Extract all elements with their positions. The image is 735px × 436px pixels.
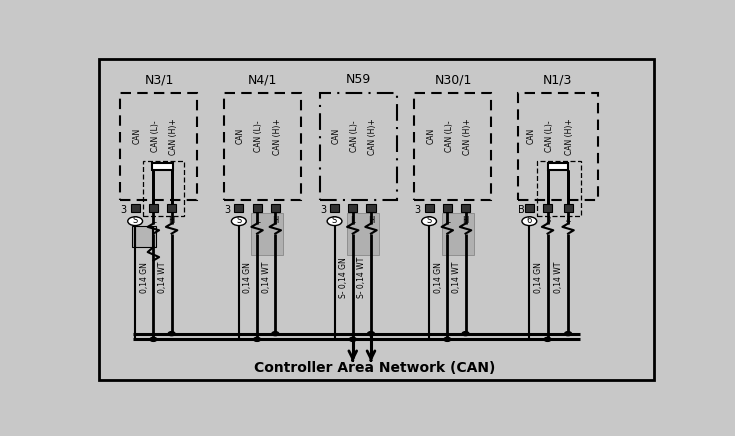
- Text: 0,14 WT: 0,14 WT: [452, 262, 461, 293]
- Text: N30/1: N30/1: [434, 73, 472, 86]
- Text: 0,14 GN: 0,14 GN: [140, 262, 148, 293]
- Circle shape: [349, 337, 356, 341]
- Bar: [251, 214, 283, 255]
- Text: CAN (L)-: CAN (L)-: [545, 120, 553, 152]
- Text: 4: 4: [565, 216, 570, 225]
- Text: CAN (H)+: CAN (H)+: [273, 118, 282, 155]
- Text: S: S: [236, 216, 242, 225]
- Text: Controller Area Network (CAN): Controller Area Network (CAN): [254, 361, 495, 375]
- Bar: [347, 214, 379, 255]
- Bar: [415, 92, 491, 200]
- Text: CAN (H)+: CAN (H)+: [463, 118, 472, 155]
- Circle shape: [128, 217, 143, 225]
- Circle shape: [368, 332, 374, 336]
- Text: S: S: [426, 216, 431, 225]
- Bar: [548, 163, 568, 170]
- Circle shape: [462, 332, 469, 336]
- Text: L: L: [445, 216, 450, 225]
- Text: S: S: [132, 216, 137, 225]
- Bar: [121, 92, 197, 200]
- Circle shape: [254, 337, 260, 341]
- Bar: [143, 161, 184, 216]
- Bar: [131, 204, 140, 212]
- Text: 0,14 WT: 0,14 WT: [554, 262, 564, 293]
- Circle shape: [444, 337, 451, 341]
- Text: L: L: [151, 216, 156, 225]
- Circle shape: [422, 217, 437, 225]
- Text: N3/1: N3/1: [144, 73, 173, 86]
- Bar: [132, 225, 157, 247]
- Text: 0,14 GN: 0,14 GN: [243, 262, 252, 293]
- Text: CAN (L)-: CAN (L)-: [350, 120, 359, 152]
- Text: 0,14 GN: 0,14 GN: [434, 262, 442, 293]
- Text: H: H: [462, 216, 469, 225]
- Text: S- 0,14 GN: S- 0,14 GN: [339, 257, 348, 298]
- Text: 0,14 WT: 0,14 WT: [262, 262, 270, 293]
- Text: N4/1: N4/1: [248, 73, 277, 86]
- Text: CAN: CAN: [236, 128, 245, 144]
- Circle shape: [150, 337, 157, 341]
- Text: 0,14 WT: 0,14 WT: [158, 262, 167, 293]
- Bar: [330, 204, 339, 212]
- Circle shape: [522, 217, 537, 225]
- Text: 6: 6: [527, 216, 532, 225]
- Bar: [234, 204, 243, 212]
- Text: CAN (H)+: CAN (H)+: [368, 118, 377, 155]
- Circle shape: [272, 332, 279, 336]
- Bar: [348, 204, 357, 212]
- Bar: [167, 204, 176, 212]
- Bar: [152, 163, 173, 170]
- Text: 3: 3: [415, 205, 420, 215]
- Bar: [320, 92, 397, 200]
- Bar: [518, 92, 598, 200]
- Text: N1/3: N1/3: [543, 73, 573, 86]
- Bar: [543, 204, 552, 212]
- Text: 3: 3: [224, 205, 231, 215]
- Text: CAN (H)+: CAN (H)+: [169, 118, 178, 155]
- Text: B: B: [518, 205, 525, 215]
- Circle shape: [232, 217, 246, 225]
- Text: L: L: [351, 216, 355, 225]
- Bar: [253, 204, 262, 212]
- Text: CAN (L)-: CAN (L)-: [254, 120, 263, 152]
- Text: 3: 3: [545, 216, 551, 225]
- Bar: [148, 204, 158, 212]
- Bar: [425, 204, 434, 212]
- Bar: [461, 204, 470, 212]
- Text: CAN: CAN: [331, 128, 341, 144]
- Text: CAN (L)-: CAN (L)-: [445, 120, 453, 152]
- Text: N59: N59: [346, 73, 371, 86]
- Text: CAN: CAN: [132, 128, 141, 144]
- Circle shape: [327, 217, 342, 225]
- Bar: [525, 204, 534, 212]
- Text: S: S: [332, 216, 337, 225]
- Bar: [224, 92, 301, 200]
- Text: CAN: CAN: [426, 128, 435, 144]
- Text: CAN (H)+: CAN (H)+: [565, 118, 574, 155]
- Circle shape: [564, 332, 572, 336]
- Text: H: H: [168, 216, 175, 225]
- Bar: [442, 204, 452, 212]
- Bar: [367, 204, 376, 212]
- Text: S- 0,14 WT: S- 0,14 WT: [357, 257, 366, 298]
- Text: 0,14 GN: 0,14 GN: [534, 262, 543, 293]
- Text: L: L: [255, 216, 259, 225]
- Text: H: H: [272, 216, 279, 225]
- Circle shape: [168, 332, 175, 336]
- Bar: [270, 204, 280, 212]
- Bar: [564, 204, 573, 212]
- Text: 3: 3: [320, 205, 326, 215]
- Text: 3: 3: [121, 205, 127, 215]
- Text: CAN: CAN: [526, 128, 536, 144]
- Bar: [537, 161, 581, 216]
- Text: CAN (L)-: CAN (L)-: [151, 120, 159, 152]
- Bar: [442, 214, 473, 255]
- Circle shape: [544, 337, 551, 341]
- Text: H: H: [368, 216, 374, 225]
